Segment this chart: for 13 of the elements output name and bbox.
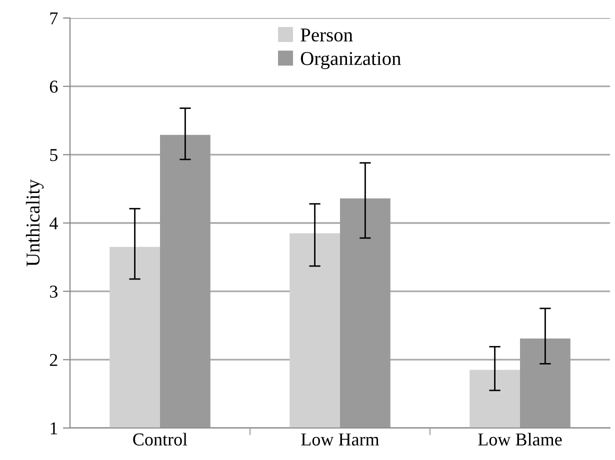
- legend-label: Person: [300, 28, 353, 42]
- y-tick-label: 6: [50, 80, 58, 93]
- x-tick-label: Low Blame: [478, 432, 562, 446]
- y-tick-label: 1: [50, 422, 58, 434]
- legend-label: Organization: [300, 52, 401, 70]
- y-tick-label: 7: [50, 12, 58, 24]
- y-tick-label: 3: [50, 286, 58, 298]
- x-tick-label: Low Harm: [301, 434, 380, 446]
- y-tick-label: 4: [50, 217, 58, 230]
- y-tick-label: 2: [50, 354, 58, 366]
- y-axis-title: Unthicality: [26, 179, 44, 266]
- x-tick-label: Control: [133, 432, 188, 446]
- y-tick-label: 5: [50, 149, 58, 162]
